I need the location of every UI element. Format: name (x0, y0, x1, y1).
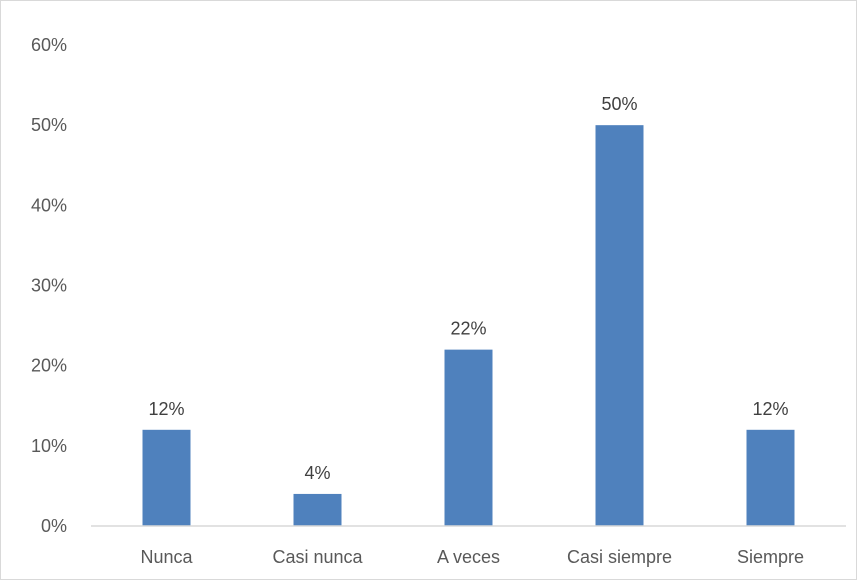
y-tick-label: 50% (31, 115, 67, 135)
bar-a-veces (444, 349, 493, 526)
y-tick-label: 30% (31, 276, 67, 296)
bar-casi-nunca (293, 493, 342, 526)
x-tick-label: Casi nunca (272, 547, 363, 567)
data-label: 4% (304, 463, 330, 483)
y-tick-label: 40% (31, 195, 67, 215)
x-tick-label: Nunca (140, 547, 193, 567)
bars (142, 125, 795, 527)
data-labels: 12% 4% 22% 50% 12% (148, 94, 788, 483)
data-label: 22% (450, 319, 486, 339)
data-label: 12% (148, 399, 184, 419)
x-tick-label: A veces (437, 547, 500, 567)
y-axis-ticks: 0% 10% 20% 30% 40% 50% 60% (31, 35, 67, 536)
data-label: 50% (601, 94, 637, 114)
bar-siempre (746, 429, 795, 526)
x-tick-label: Siempre (737, 547, 804, 567)
data-label: 12% (752, 399, 788, 419)
x-axis-labels: Nunca Casi nunca A veces Casi siempre Siempr… (140, 547, 804, 567)
y-tick-label: 10% (31, 436, 67, 456)
y-tick-label: 0% (41, 516, 67, 536)
x-tick-label: Casi siempre (567, 547, 672, 567)
bar-casi-siempre (595, 125, 644, 527)
y-tick-label: 60% (31, 35, 67, 55)
bar-nunca (142, 429, 191, 526)
y-tick-label: 20% (31, 356, 67, 376)
